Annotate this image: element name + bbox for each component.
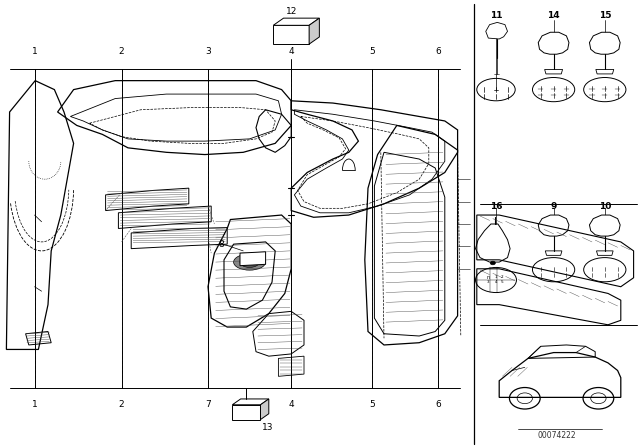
Polygon shape — [273, 26, 309, 44]
Text: 00074222: 00074222 — [538, 431, 576, 440]
Ellipse shape — [234, 254, 266, 270]
Text: 5: 5 — [370, 400, 375, 409]
Ellipse shape — [240, 257, 259, 267]
Text: 6: 6 — [436, 47, 441, 56]
Text: 4: 4 — [289, 47, 294, 56]
Text: 2: 2 — [119, 47, 124, 56]
Text: 3: 3 — [487, 280, 490, 284]
Text: 14: 14 — [547, 11, 560, 20]
Polygon shape — [486, 22, 508, 39]
Text: 2: 2 — [501, 276, 504, 279]
Polygon shape — [538, 215, 569, 236]
Text: 13: 13 — [262, 423, 274, 432]
Text: 1: 1 — [495, 276, 497, 279]
Text: 11: 11 — [490, 11, 502, 20]
Text: 4: 4 — [495, 280, 497, 284]
Text: 15: 15 — [598, 11, 611, 20]
Polygon shape — [589, 215, 620, 236]
Text: 8: 8 — [218, 240, 223, 249]
Text: 1: 1 — [32, 47, 37, 56]
Text: 2: 2 — [119, 400, 124, 409]
Text: 9: 9 — [550, 202, 557, 211]
Polygon shape — [240, 252, 266, 266]
Text: 16: 16 — [490, 202, 502, 211]
Text: 7: 7 — [205, 400, 211, 409]
Polygon shape — [232, 399, 269, 405]
Polygon shape — [232, 405, 260, 419]
Text: 12: 12 — [285, 7, 297, 16]
Text: 10: 10 — [598, 202, 611, 211]
Polygon shape — [260, 399, 269, 419]
Ellipse shape — [490, 261, 495, 265]
Text: 6: 6 — [436, 400, 441, 409]
Text: 1: 1 — [32, 400, 37, 409]
Text: n: n — [487, 275, 490, 280]
Text: 5: 5 — [370, 47, 375, 56]
Polygon shape — [309, 18, 319, 44]
Text: 4: 4 — [289, 400, 294, 409]
Polygon shape — [273, 18, 319, 26]
Polygon shape — [589, 32, 620, 54]
Text: 3: 3 — [205, 47, 211, 56]
Text: 5: 5 — [501, 280, 504, 284]
Polygon shape — [538, 32, 569, 54]
